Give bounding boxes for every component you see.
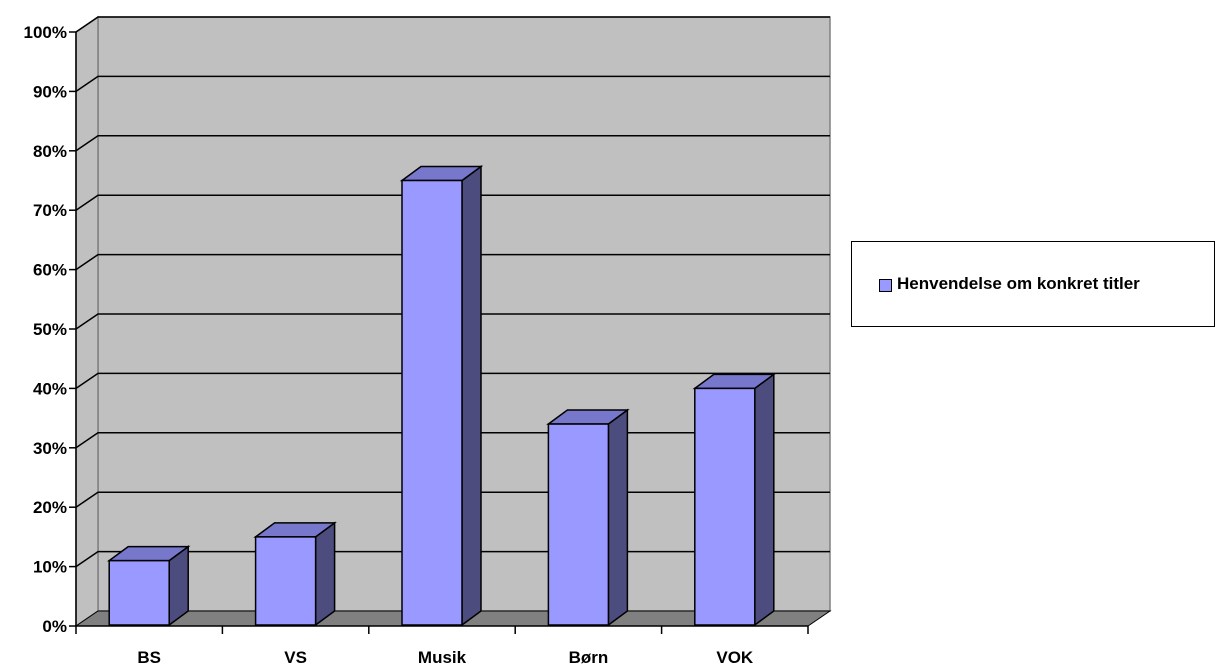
gridline (75, 135, 830, 152)
x-category-label: Musik (418, 648, 467, 664)
y-tick-label: 80% (33, 142, 67, 161)
bar (399, 165, 484, 627)
x-category-label: VS (284, 648, 307, 664)
x-category-label: BS (137, 648, 161, 664)
y-tick-label: 90% (33, 82, 67, 101)
y-tick-label: 50% (33, 320, 67, 339)
bar-front (108, 559, 170, 626)
bar-front (694, 387, 756, 626)
bar-side (607, 408, 629, 627)
bar (546, 408, 630, 627)
x-category-label: VOK (716, 648, 754, 664)
legend-label: Henvendelse om konkret titler (897, 274, 1140, 293)
bar-front (401, 179, 463, 626)
y-tick-label: 20% (33, 498, 67, 517)
bar-side (314, 521, 336, 627)
y-tick-label: 40% (33, 379, 67, 398)
bar (106, 545, 191, 627)
legend: Henvendelse om konkret titler (851, 241, 1215, 327)
axis-labels: 0% 10% 20% 30% 40% 50% 60% 70% 80% 90% 100% BS VS Mus… (24, 23, 754, 664)
gridline (75, 313, 830, 330)
gridline (75, 253, 830, 271)
y-tick-label: 0% (42, 617, 67, 636)
gridline (75, 75, 830, 93)
y-tick-label: 30% (33, 439, 67, 458)
bar-front (547, 423, 610, 626)
x-category-label: Børn (569, 648, 609, 664)
gridline (75, 194, 830, 211)
gridline (75, 372, 830, 390)
bar-side (754, 372, 775, 627)
bar-front (254, 536, 317, 626)
y-tick-label: 60% (33, 261, 67, 280)
bar-side (461, 165, 482, 627)
y-tick-label: 70% (33, 201, 67, 220)
bar (253, 521, 337, 627)
y-tick-label: 100% (24, 23, 67, 42)
axes (69, 31, 809, 634)
legend-swatch (879, 279, 892, 292)
bars (106, 165, 777, 627)
y-tick-label: 10% (33, 558, 67, 577)
gridline (75, 16, 830, 33)
bar (692, 372, 777, 627)
